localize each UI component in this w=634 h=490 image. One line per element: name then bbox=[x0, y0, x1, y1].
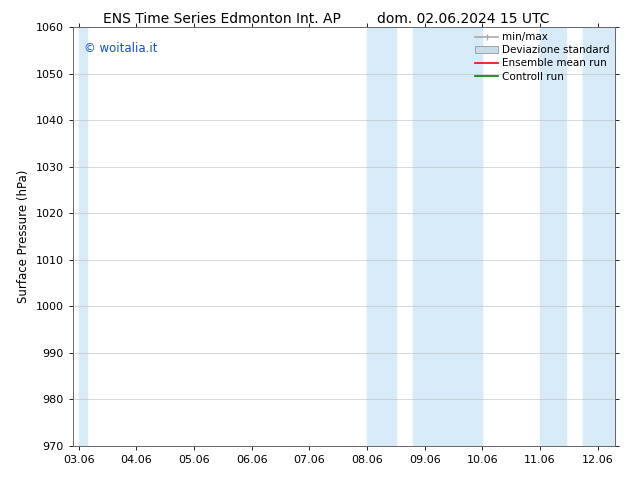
Y-axis label: Surface Pressure (hPa): Surface Pressure (hPa) bbox=[17, 170, 30, 303]
Text: ENS Time Series Edmonton Int. AP: ENS Time Series Edmonton Int. AP bbox=[103, 12, 341, 26]
Bar bbox=[413, 27, 482, 446]
Bar bbox=[79, 27, 87, 446]
Bar bbox=[583, 27, 615, 446]
Bar bbox=[540, 27, 566, 446]
Text: dom. 02.06.2024 15 UTC: dom. 02.06.2024 15 UTC bbox=[377, 12, 549, 26]
Bar bbox=[367, 27, 396, 446]
Text: © woitalia.it: © woitalia.it bbox=[84, 42, 157, 54]
Legend: min/max, Deviazione standard, Ensemble mean run, Controll run: min/max, Deviazione standard, Ensemble m… bbox=[473, 30, 612, 84]
